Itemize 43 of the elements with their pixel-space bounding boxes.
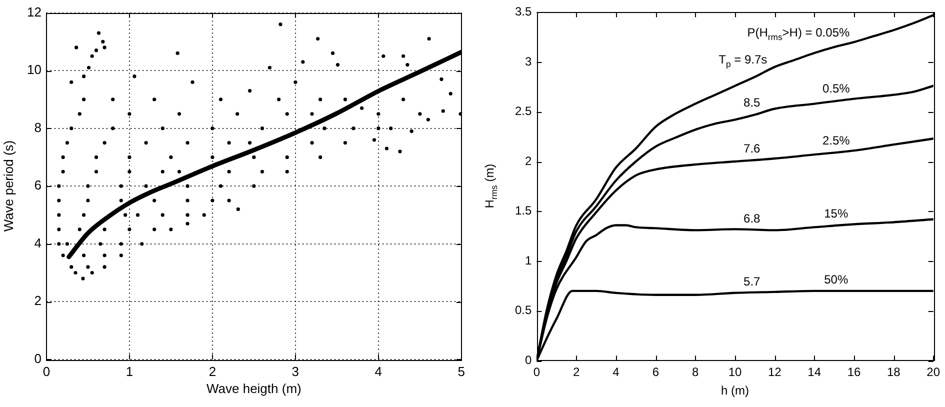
x-tick-label: 2: [208, 364, 216, 379]
y-tick-label: 2: [34, 293, 42, 308]
x-tick-label: 1: [126, 364, 134, 379]
annotation: 6.8: [744, 211, 760, 226]
x-axis-title: h (m): [721, 383, 749, 398]
x-tick-label: 18: [886, 365, 901, 380]
y-tick-label: 2.5: [514, 104, 532, 118]
y-tick-label: 0: [34, 350, 42, 366]
annotation: 7.6: [744, 142, 760, 156]
x-tick-label: 14: [808, 365, 822, 380]
annotation: 2.5%: [822, 132, 850, 148]
y-tick-label: 3.5: [514, 4, 532, 19]
y-tick-label: 4: [34, 235, 42, 250]
x-tick-label: 3: [292, 364, 300, 379]
x-tick-label: 8: [692, 365, 699, 380]
y-tick-label: 1: [524, 253, 532, 268]
x-tick-label: 6: [652, 365, 660, 380]
y-tick-label: 1.5: [514, 204, 532, 218]
x-tick-label: 5: [458, 364, 465, 379]
x-tick-label: 10: [728, 365, 742, 380]
x-tick-label: 2: [573, 365, 580, 380]
annotation: 50%: [824, 272, 848, 287]
x-tick-label: 16: [847, 365, 861, 380]
y-tick-label: 6: [34, 178, 42, 193]
annotation: T$_{p}$ = 9.7s: [718, 52, 768, 69]
y-tick-label: 3: [524, 54, 532, 68]
y-axis-title: Wave period (s): [0, 140, 16, 232]
x-tick-label: 4: [374, 364, 382, 379]
x-tick-label: 20: [926, 365, 940, 380]
x-tick-label: 12: [768, 365, 782, 380]
annotation: 0.5%: [822, 81, 850, 96]
y-tick-label: 10: [26, 62, 42, 78]
y-tick-label: 0: [524, 352, 532, 367]
y-tick-label: 8: [34, 120, 42, 135]
annotation: 5.7: [744, 274, 760, 288]
annotation: 8.5: [744, 94, 760, 110]
y-tick-label: 12: [26, 4, 42, 20]
annotation: 15%: [824, 206, 848, 221]
x-axis-title: Wave heigth (m): [206, 381, 302, 397]
annotation: P(H$_{rms}$>H) = 0.05%: [747, 25, 850, 42]
y-tick-label: 0.5: [514, 303, 532, 318]
y-tick-label: 2: [524, 154, 532, 168]
x-tick-label: 4: [612, 365, 620, 380]
